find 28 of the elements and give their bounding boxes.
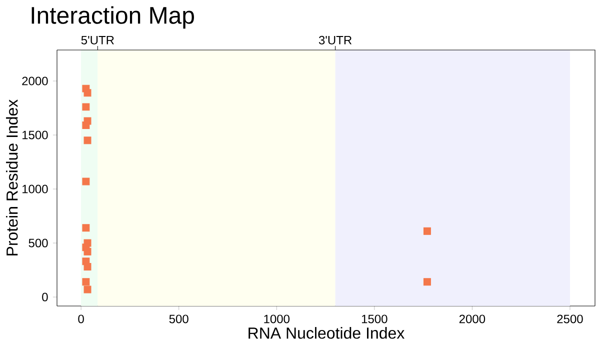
x-tick-label: 2000 (459, 314, 486, 324)
point (84, 286, 92, 294)
point (82, 224, 90, 232)
point (82, 178, 90, 186)
point (84, 136, 92, 144)
chart-title: Interaction Map (32, 6, 194, 29)
y-tick-label: 2000 (22, 76, 48, 86)
x-tick-label: 2500 (557, 314, 583, 324)
point (423, 227, 431, 235)
point (84, 89, 92, 97)
x-tick-label: 0 (78, 314, 84, 324)
x-tick-label: 1500 (362, 314, 388, 324)
point (82, 122, 90, 130)
y-tick-label: 0 (42, 292, 48, 302)
x-tick-label: 500 (169, 314, 188, 324)
point (84, 263, 92, 271)
point (84, 248, 92, 256)
text: 5'UTR (81, 36, 114, 44)
x-axis-title: RNA Nucleotide Index (248, 327, 404, 339)
point (423, 278, 431, 286)
y-tick-label: 1500 (22, 130, 48, 140)
y-tick-label: 500 (28, 238, 48, 248)
x-tick-label: 1000 (264, 314, 290, 324)
y-axis-title: Protein Residue Index (6, 100, 18, 256)
text: 3'UTR (318, 36, 352, 44)
y-tick-label: 1000 (22, 184, 48, 194)
point (82, 278, 90, 286)
point (82, 103, 90, 111)
